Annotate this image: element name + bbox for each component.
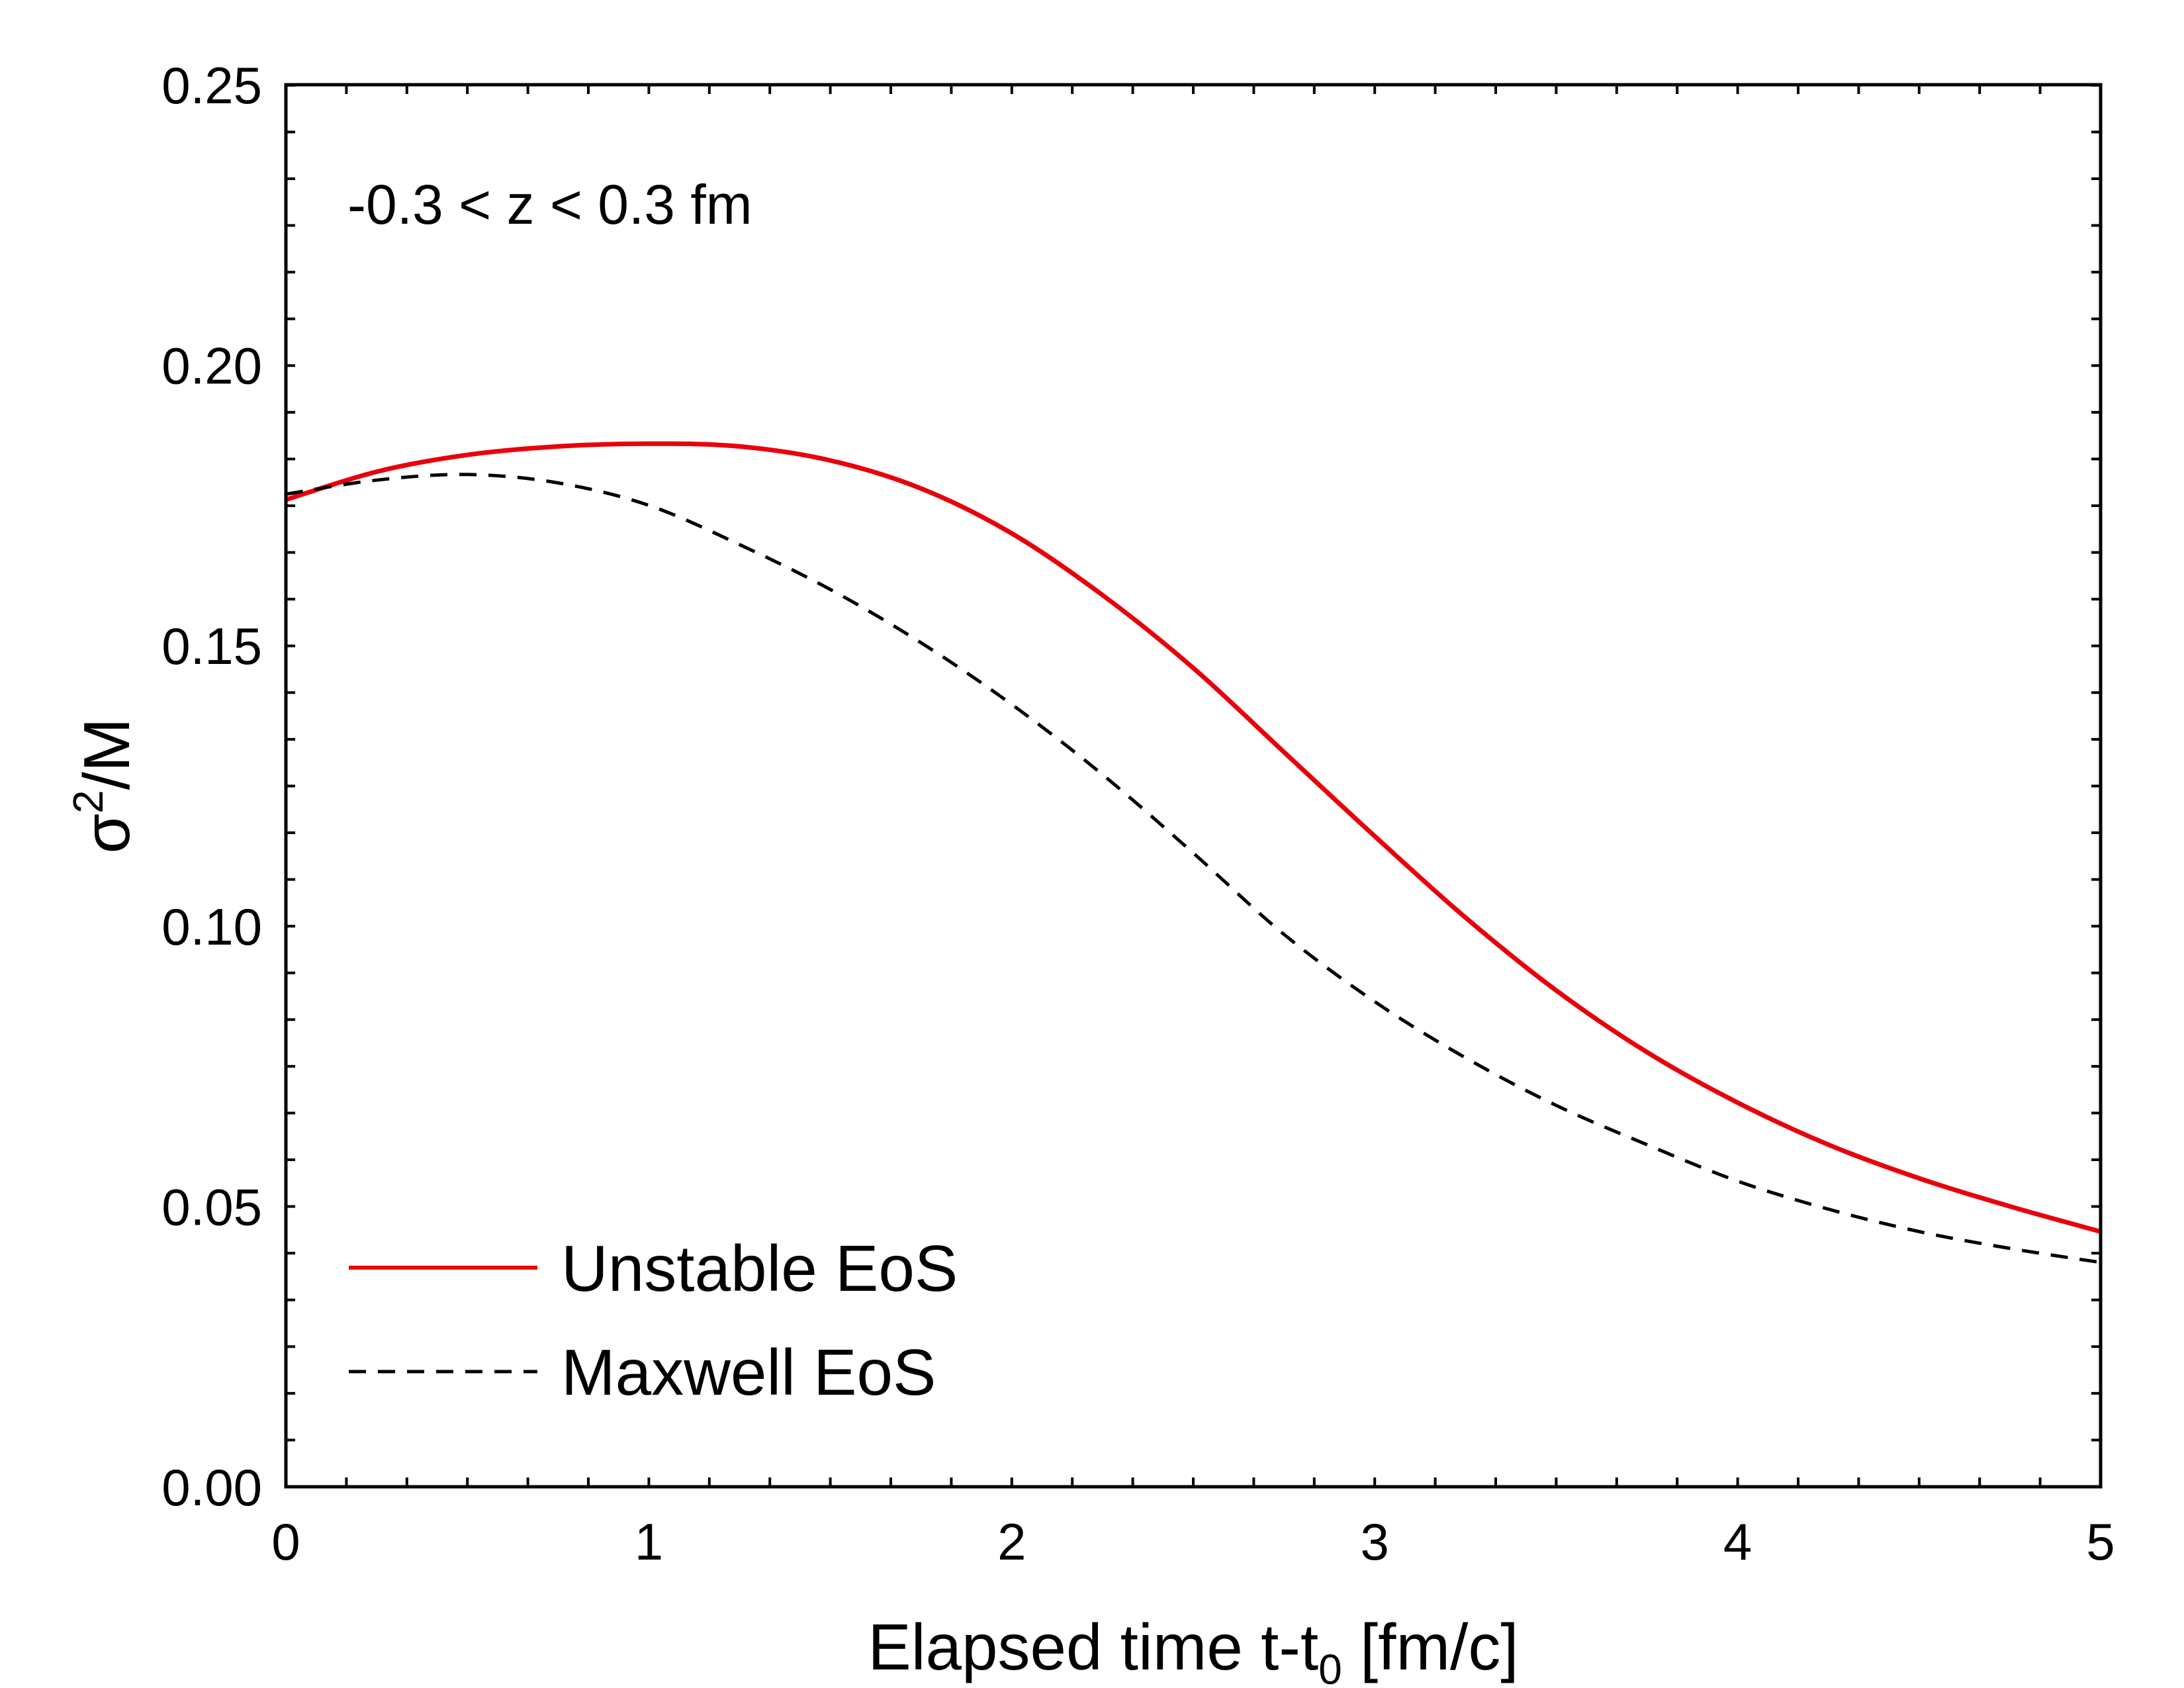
legend-label-maxwell-eos: Maxwell EoS — [561, 1336, 936, 1409]
y-tick-label: 0.15 — [161, 617, 262, 675]
y-tick-label: 0.25 — [161, 56, 262, 115]
x-tick-label: 3 — [1361, 1513, 1389, 1571]
x-axis-title: Elapsed time t-t0 [fm/c] — [868, 1611, 1518, 1688]
series-line-maxwell-eos — [285, 473, 2101, 1264]
y-tick-label: 0.00 — [161, 1458, 262, 1517]
range-annotation: -0.3 < z < 0.3 fm — [347, 173, 752, 236]
x-tick-label: 0 — [271, 1513, 300, 1571]
x-tick-label: 2 — [997, 1513, 1026, 1571]
y-tick-label: 0.05 — [161, 1178, 262, 1236]
axis-tick-labels: 0 1 2 3 4 5 0.00 0.05 0.10 0.15 0.20 0.25 — [161, 56, 2115, 1571]
y-axis-title-superscript: 2 — [64, 790, 112, 814]
x-tick-label: 1 — [635, 1513, 663, 1571]
legend: Unstable EoS Maxwell EoS — [349, 1232, 958, 1409]
series-line-unstable-eos — [285, 441, 2101, 1234]
x-axis-title-subscript: 0 — [1318, 1646, 1342, 1688]
legend-label-unstable-eos: Unstable EoS — [561, 1232, 958, 1305]
y-axis-title: σ2/M — [64, 718, 143, 854]
y-tick-label: 0.10 — [161, 898, 262, 956]
y-tick-label: 0.20 — [161, 337, 262, 395]
data-series — [285, 441, 2101, 1264]
x-tick-label: 4 — [1723, 1513, 1752, 1571]
plot-frame — [284, 83, 2103, 1489]
x-tick-label: 5 — [2086, 1513, 2115, 1571]
